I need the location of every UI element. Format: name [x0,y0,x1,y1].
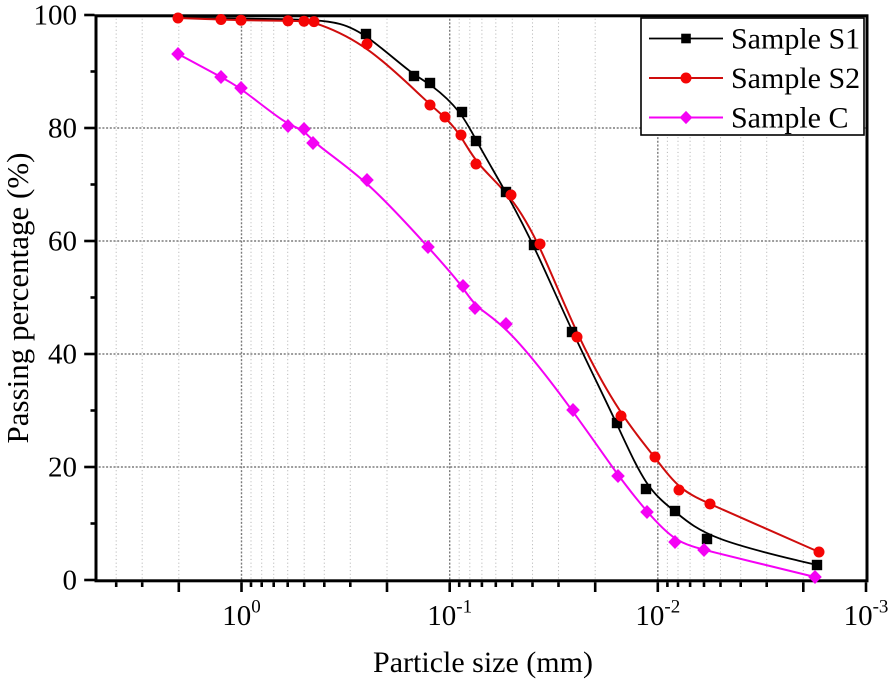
svg-text:Particle size (mm): Particle size (mm) [373,646,593,679]
svg-text:Sample S2: Sample S2 [731,62,860,95]
svg-text:80: 80 [48,113,77,145]
svg-text:0: 0 [63,565,78,597]
svg-text:Passing percentage (%): Passing percentage (%) [0,153,35,444]
svg-text:Sample S1: Sample S1 [731,23,860,56]
svg-text:Sample C: Sample C [731,102,849,135]
svg-text:100: 100 [34,0,78,32]
svg-text:60: 60 [48,226,77,258]
svg-text:40: 40 [48,339,77,371]
svg-text:20: 20 [48,452,77,484]
